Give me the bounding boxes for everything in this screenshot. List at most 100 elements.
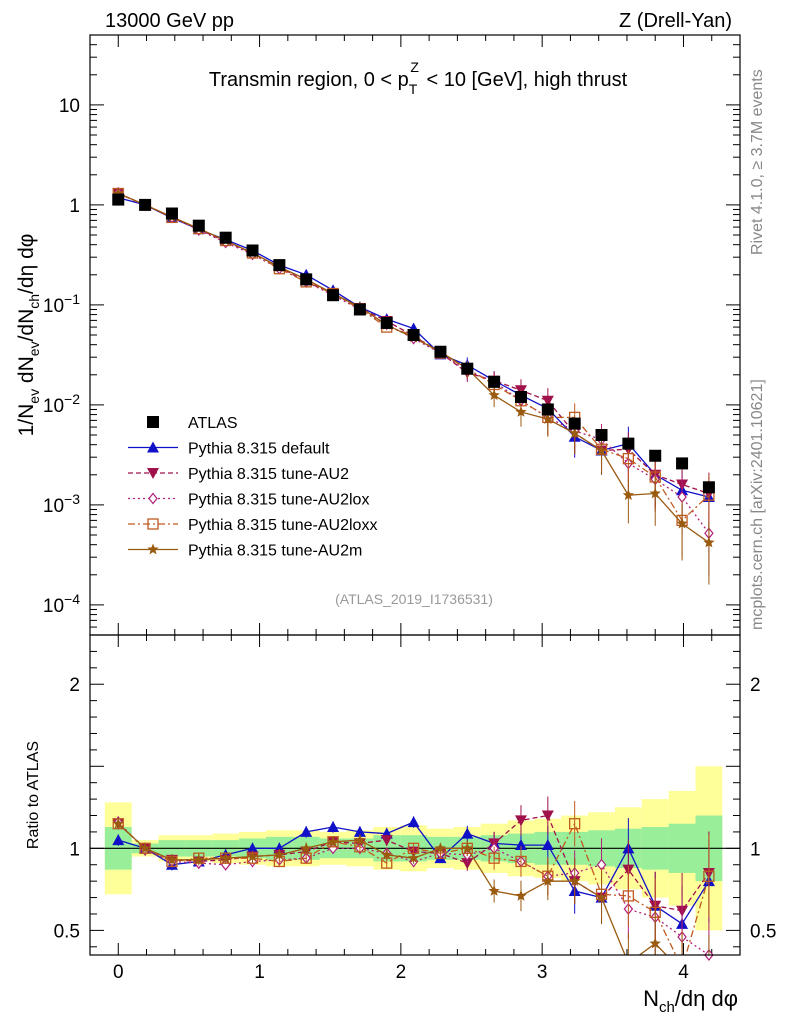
data-point xyxy=(541,403,554,416)
data-point xyxy=(434,345,447,358)
x-tick-label: 4 xyxy=(678,962,689,983)
ratio-point xyxy=(353,825,366,837)
ratio-point xyxy=(461,827,474,839)
legend: ATLAS Pythia 8.315 default Pythia 8.315 tu… xyxy=(128,415,377,560)
ratio-point xyxy=(246,850,259,862)
legend-entry: Pythia 8.315 default xyxy=(128,441,330,458)
ratio-point xyxy=(461,858,474,870)
data-point xyxy=(246,244,259,257)
ratio-point xyxy=(273,848,286,860)
ratio-point xyxy=(622,890,635,902)
ratio-point xyxy=(488,885,500,896)
ratio-y-label: Ratio to ATLAS xyxy=(25,741,42,849)
process-label: Z (Drell-Yan) xyxy=(619,10,732,32)
y-tick-label: 10−1 xyxy=(43,291,80,317)
series-line xyxy=(117,192,710,534)
y-tick-label: 1 xyxy=(69,196,80,217)
ratio-point xyxy=(354,834,366,845)
legend-entry: Pythia 8.315 tune-AU2lox xyxy=(128,492,369,509)
data-point xyxy=(407,329,420,341)
ratio-point xyxy=(246,842,259,854)
legend-marker xyxy=(147,416,159,428)
legend-marker xyxy=(147,543,159,555)
series-line xyxy=(118,192,710,544)
ratio-point xyxy=(569,875,581,886)
x-axis-label: Nch/dη dφ xyxy=(643,986,738,1016)
data-point xyxy=(514,390,527,403)
legend-label: Pythia 8.315 tune-AU2m xyxy=(188,543,362,560)
data-point xyxy=(595,429,608,441)
ratio-point xyxy=(139,842,151,854)
ratio-point xyxy=(327,821,340,832)
data-point xyxy=(488,389,500,401)
y-tick-label: 10−2 xyxy=(43,391,80,417)
ratio-point xyxy=(193,853,205,865)
ratio-point xyxy=(434,842,447,854)
ratio-point xyxy=(595,891,608,903)
data-point xyxy=(622,453,635,465)
ratio-point xyxy=(488,852,500,864)
legend-label: ATLAS xyxy=(188,415,238,432)
data-point xyxy=(165,207,178,220)
ratio-point xyxy=(300,842,312,854)
legend-label: Pythia 8.315 default xyxy=(188,441,330,458)
ratio-point xyxy=(514,839,527,851)
ratio-point xyxy=(219,852,232,863)
ratio-point xyxy=(461,842,473,854)
data-point xyxy=(568,417,581,430)
main-series-group xyxy=(112,186,715,585)
x-tick-label: 0 xyxy=(113,962,124,983)
ratio-tick-label: 2 xyxy=(69,675,80,696)
analysis-id: (ATLAS_2019_I1736531) xyxy=(335,591,493,607)
mcplots-label: mcplots.cern.ch [arXiv:2401.10621] xyxy=(749,379,766,630)
ratio-point xyxy=(649,937,661,949)
ratio-point xyxy=(515,889,527,901)
data-point xyxy=(622,489,635,501)
legend-label: Pythia 8.315 tune-AU2loxx xyxy=(188,517,377,534)
y-axis-label: 1/Nev dNev/dNch/dη dφ xyxy=(15,234,42,437)
y-tick-label: 10−4 xyxy=(43,591,80,617)
data-point xyxy=(488,375,501,388)
x-tick-label: 2 xyxy=(396,962,407,983)
ratio-series-group xyxy=(112,796,715,961)
plot-title: Transmin region, 0 < pTZ < 10 [GeV], hig… xyxy=(209,59,628,97)
data-point xyxy=(192,219,205,232)
data-point xyxy=(649,487,661,499)
legend-entry: ATLAS xyxy=(147,415,238,432)
ratio-tick-label-right: 2 xyxy=(750,675,761,696)
data-point xyxy=(515,406,527,417)
data-point xyxy=(541,395,554,407)
ratio-point xyxy=(380,835,393,847)
ratio-series-4 xyxy=(112,817,710,955)
ratio-tick-label: 1 xyxy=(69,839,80,860)
ratio-tick-label-right: 1 xyxy=(750,839,761,860)
ratio-point xyxy=(703,870,715,882)
ratio-point xyxy=(541,810,554,822)
data-point xyxy=(219,231,232,244)
data-point xyxy=(649,449,662,462)
ratio-point xyxy=(381,848,393,860)
ratio-point xyxy=(541,839,554,851)
ratio-point xyxy=(569,818,581,830)
legend-marker xyxy=(148,492,158,505)
ratio-point xyxy=(542,875,554,886)
data-point xyxy=(353,303,366,316)
ratio-point xyxy=(300,825,313,837)
legend-entry: Pythia 8.315 tune-AU2loxx xyxy=(128,517,377,534)
series-1 xyxy=(112,191,715,540)
legend-marker xyxy=(147,441,159,453)
energy-label: 13000 GeV pp xyxy=(105,10,234,32)
ratio-tick-label: 0.5 xyxy=(54,921,80,942)
legend-label: Pythia 8.315 tune-AU2 xyxy=(188,466,349,483)
ratio-point xyxy=(166,853,178,865)
data-point xyxy=(139,198,152,211)
ratio-point xyxy=(515,855,527,868)
legend-marker xyxy=(147,518,159,530)
ratio-frame xyxy=(89,634,741,956)
data-point xyxy=(461,362,474,375)
data-point xyxy=(380,316,393,329)
data-point xyxy=(703,536,715,548)
data-point xyxy=(702,481,715,494)
ratio-point xyxy=(327,835,339,847)
data-point xyxy=(676,517,688,529)
